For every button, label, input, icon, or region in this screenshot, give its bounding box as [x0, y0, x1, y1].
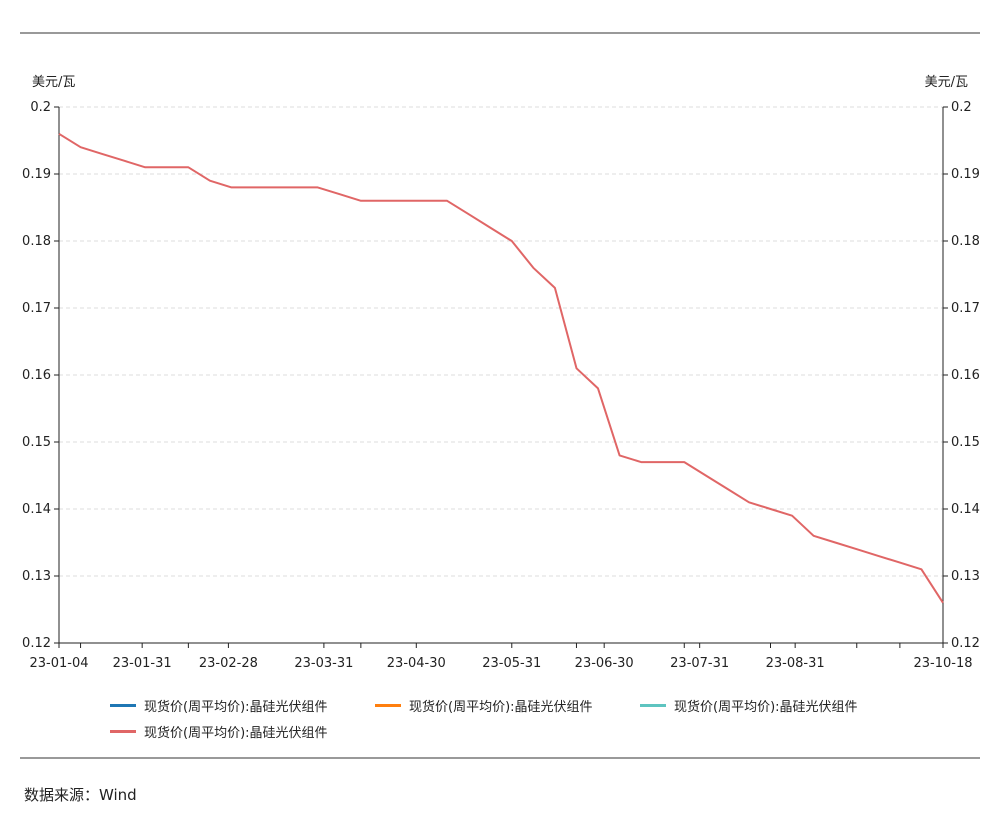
y-tick-label-right: 0.18 — [951, 234, 980, 249]
y-tick-label-right: 0.17 — [951, 301, 980, 316]
y-tick-label-left: 0.19 — [22, 167, 51, 182]
y-tick-label-left: 0.18 — [22, 234, 51, 249]
top-divider — [20, 32, 980, 34]
legend-item-2[interactable]: 现货价(周平均价):晶硅光伏组件 — [375, 696, 593, 715]
legend-label-1: 现货价(周平均价):晶硅光伏组件 — [144, 700, 328, 715]
y-tick-label-left: 0.12 — [22, 636, 51, 651]
x-tick-label: 23-01-04 — [29, 656, 88, 671]
legend-item-1[interactable]: 现货价(周平均价):晶硅光伏组件 — [110, 696, 328, 715]
y-tick-label-left: 0.2 — [30, 100, 51, 115]
legend-item-4[interactable]: 现货价(周平均价):晶硅光伏组件 — [110, 722, 328, 741]
y-tick-label-right: 0.19 — [951, 167, 980, 182]
y-tick-label-right: 0.14 — [951, 502, 980, 517]
y-tick-label-left: 0.15 — [22, 435, 51, 450]
y-tick-label-right: 0.13 — [951, 569, 980, 584]
y-tick-label-left: 0.14 — [22, 502, 51, 517]
legend-item-3[interactable]: 现货价(周平均价):晶硅光伏组件 — [640, 696, 858, 715]
y-tick-label-left: 0.16 — [22, 368, 51, 383]
legend-swatch-blue — [110, 704, 136, 707]
y-tick-label-left: 0.13 — [22, 569, 51, 584]
legend-label-2: 现货价(周平均价):晶硅光伏组件 — [409, 700, 593, 715]
x-tick-label: 23-01-31 — [113, 656, 172, 671]
data-source-note: 数据来源：Wind — [24, 786, 137, 804]
legend-label-4: 现货价(周平均价):晶硅光伏组件 — [144, 726, 328, 741]
x-tick-label: 23-10-18 — [913, 656, 972, 671]
x-tick-label: 23-06-30 — [575, 656, 634, 671]
y-tick-label-right: 0.15 — [951, 435, 980, 450]
y-tick-label-right: 0.12 — [951, 636, 980, 651]
y-tick-label-left: 0.17 — [22, 301, 51, 316]
bottom-divider — [20, 757, 980, 759]
x-tick-label: 23-02-28 — [199, 656, 258, 671]
series-line — [58, 132, 944, 604]
x-tick-label: 23-05-31 — [482, 656, 541, 671]
y-tick-label-right: 0.2 — [951, 100, 972, 115]
y-tick-label-right: 0.16 — [951, 368, 980, 383]
legend-label-3: 现货价(周平均价):晶硅光伏组件 — [674, 700, 858, 715]
x-tick-label: 23-04-30 — [387, 656, 446, 671]
line-chart: 0.2 0.2 0.19 0.19 0.18 0.18 0.17 0.17 0.16 0.16 0.… — [22, 75, 980, 671]
legend-swatch-red — [110, 730, 136, 733]
legend-swatch-teal — [640, 704, 666, 707]
x-tick-label: 23-08-31 — [766, 656, 825, 671]
x-tick-label: 23-07-31 — [670, 656, 729, 671]
legend-swatch-orange — [375, 704, 401, 707]
y-unit-right: 美元/瓦 — [925, 75, 968, 90]
y-unit-left: 美元/瓦 — [32, 75, 75, 90]
x-tick-label: 23-03-31 — [294, 656, 353, 671]
